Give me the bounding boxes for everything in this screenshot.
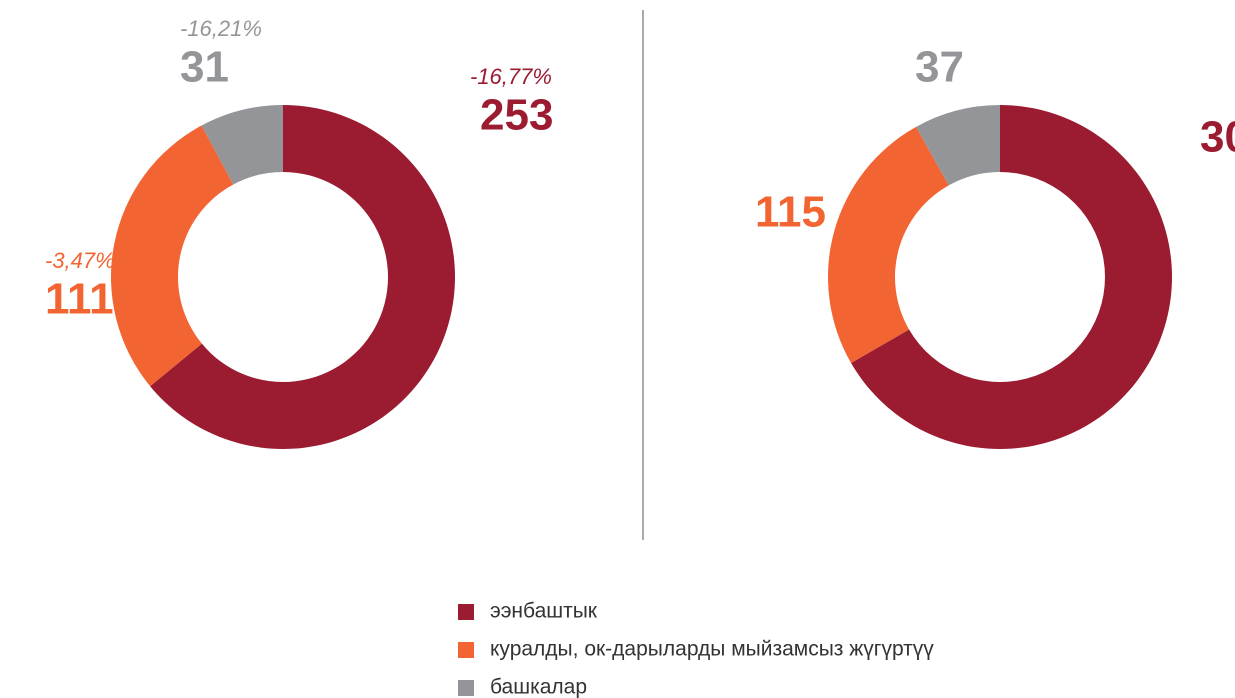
- donut-slice: [828, 126, 949, 363]
- legend-label: куралды, ок-дарыларды мыйзамсыз жүгүртүү: [490, 638, 934, 661]
- change-label: -16,77%: [470, 64, 552, 89]
- donut-slice: [916, 105, 1000, 186]
- value-label: 115: [755, 188, 826, 237]
- value-label: 304: [1200, 113, 1235, 162]
- change-label: -3,47%: [45, 248, 115, 273]
- legend-swatch: [458, 604, 474, 620]
- legend-label: башкалар: [490, 676, 587, 698]
- change-label: -16,21%: [180, 16, 262, 41]
- donut-slice: [201, 105, 283, 185]
- legend-swatch: [458, 642, 474, 658]
- donut-slice: [851, 105, 1172, 449]
- legend-label: ээнбаштык: [490, 600, 598, 623]
- value-label: 37: [915, 43, 964, 92]
- value-label: 111: [45, 275, 114, 324]
- value-label: 31: [180, 43, 229, 92]
- value-label: 253: [480, 91, 553, 140]
- donut-slice: [150, 105, 455, 449]
- donut-slice: [111, 125, 234, 387]
- legend-swatch: [458, 680, 474, 696]
